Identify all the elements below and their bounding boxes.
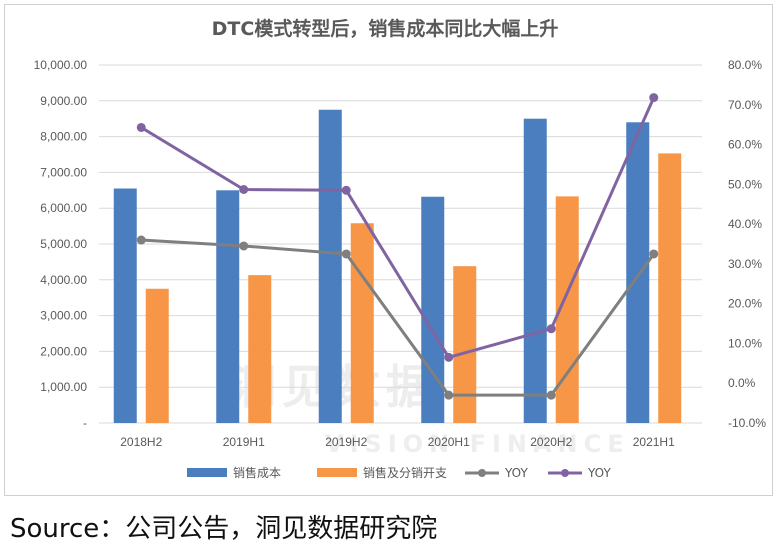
x-tick-label: 2020H2 — [530, 435, 572, 449]
left-tick-label: 1,000.00 — [40, 380, 87, 394]
yoy-gray-point — [136, 235, 146, 245]
bar-sales-split — [658, 153, 682, 423]
right-tick-label: 10.0% — [728, 336, 762, 350]
bar-sales-cost — [421, 196, 445, 423]
legend: 销售成本 销售及分销开支 YOY YOY — [187, 465, 611, 480]
chart-frame: 洞见数据 VISION FINANCE DTC模式转型后，销售成本同比大幅上升 … — [4, 4, 773, 496]
right-tick-label: 50.0% — [728, 177, 762, 191]
right-axis-ticks: -10.0% 0.0% 10.0% 20.0% 30.0% 40.0% 50.0% 60.0%… — [728, 58, 766, 430]
legend-marker — [561, 469, 569, 477]
yoy-purple-point — [649, 93, 659, 103]
yoy-purple-point — [546, 324, 556, 334]
yoy-gray-point — [341, 249, 351, 259]
bar-sales-cost — [216, 190, 240, 423]
left-tick-label: 3,000.00 — [40, 309, 87, 323]
x-tick-label: 2019H1 — [223, 435, 265, 449]
bar-sales-cost — [523, 118, 547, 423]
yoy-gray-point — [649, 249, 659, 259]
yoy-purple-point — [341, 185, 351, 195]
left-tick-label: 5,000.00 — [40, 237, 87, 251]
left-tick-label: 2,000.00 — [40, 344, 87, 358]
chart-title: DTC模式转型后，销售成本同比大幅上升 — [212, 17, 559, 40]
left-tick-label: 10,000.00 — [34, 58, 88, 72]
x-axis-ticks: 2018H2 2019H1 2019H2 2020H1 2020H2 2021H1 — [120, 435, 675, 449]
left-tick-label: 9,000.00 — [40, 94, 87, 108]
x-tick-label: 2019H2 — [325, 435, 367, 449]
yoy-purple-point — [239, 185, 249, 195]
left-tick-label: - — [83, 416, 87, 430]
bar-sales-split — [248, 275, 272, 423]
bar-sales-split — [453, 266, 477, 423]
yoy-gray-point — [444, 390, 454, 400]
legend-marker — [478, 469, 486, 477]
left-axis-ticks: - 1,000.00 2,000.00 3,000.00 4,000.00 5,000.0… — [34, 58, 88, 430]
legend-label: 销售成本 — [233, 465, 281, 480]
left-tick-label: 4,000.00 — [40, 273, 87, 287]
x-tick-label: 2021H1 — [633, 435, 675, 449]
yoy-gray-point — [239, 241, 249, 251]
bar-sales-cost — [113, 188, 137, 423]
bar-sales-cost — [318, 109, 342, 423]
bar-sales-split — [350, 223, 374, 423]
left-tick-label: 8,000.00 — [40, 130, 87, 144]
right-tick-label: -10.0% — [728, 416, 766, 430]
bar-sales-split — [145, 288, 169, 423]
legend-label: 销售及分销开支 — [363, 465, 447, 480]
legend-label: YOY — [504, 466, 528, 480]
source-note: Source：公司公告，洞见数据研究院 — [10, 514, 438, 544]
yoy-purple-point — [136, 122, 146, 132]
yoy-purple-point — [444, 352, 454, 362]
watermark-sub: VISION FINANCE — [325, 430, 630, 458]
legend-label: YOY — [587, 466, 611, 480]
bars — [113, 109, 682, 423]
x-tick-label: 2018H2 — [120, 435, 162, 449]
legend-swatch — [187, 468, 227, 477]
right-tick-label: 30.0% — [728, 257, 762, 271]
left-tick-label: 7,000.00 — [40, 165, 87, 179]
bar-sales-cost — [626, 122, 650, 423]
right-tick-label: 20.0% — [728, 297, 762, 311]
yoy-gray-line — [141, 238, 655, 397]
lines — [136, 93, 659, 400]
yoy-gray-point — [546, 390, 556, 400]
legend-swatch — [317, 468, 357, 477]
right-tick-label: 40.0% — [728, 217, 762, 231]
chart-svg: 洞见数据 VISION FINANCE DTC模式转型后，销售成本同比大幅上升 … — [34, 17, 767, 480]
left-tick-label: 6,000.00 — [40, 201, 87, 215]
yoy-purple-line — [140, 97, 656, 359]
x-tick-label: 2020H1 — [428, 435, 470, 449]
right-tick-label: 0.0% — [728, 376, 756, 390]
right-tick-label: 60.0% — [728, 138, 762, 152]
right-tick-label: 70.0% — [728, 98, 762, 112]
right-tick-label: 80.0% — [728, 58, 762, 72]
